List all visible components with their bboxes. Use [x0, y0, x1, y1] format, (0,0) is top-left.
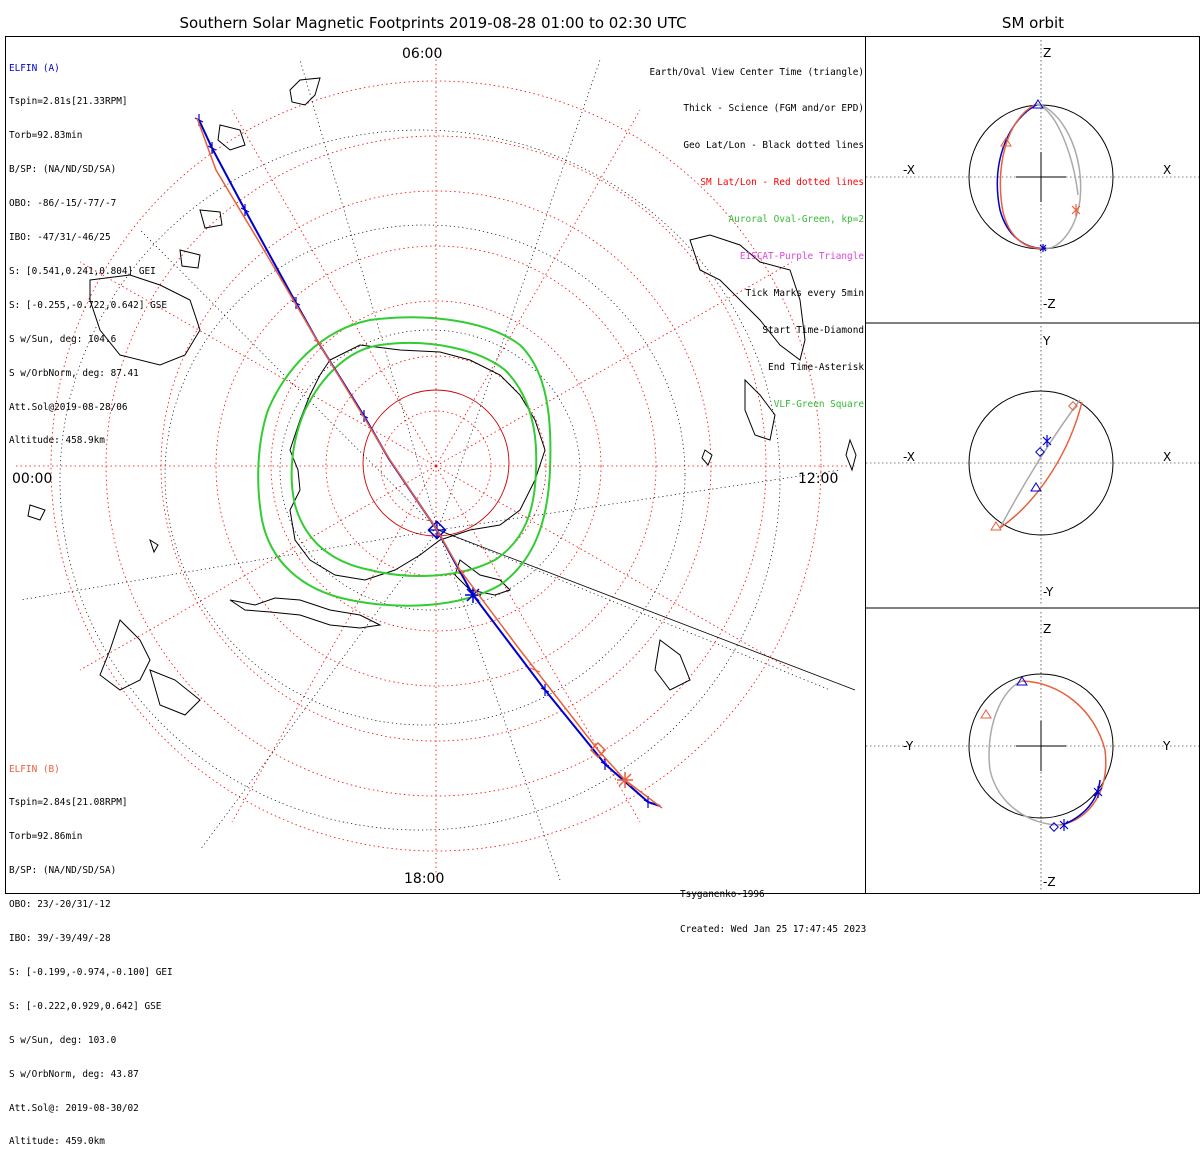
elfin-a-info: ELFIN (A) Tspin=2.81s[21.33RPM] Torb=92.… — [9, 40, 167, 458]
legend-item: Earth/Oval View Center Time (triangle) — [649, 66, 864, 78]
axis-label-top: Y — [1042, 334, 1051, 348]
elfin-b-line: B/SP: (NA/ND/SD/SA) — [9, 865, 117, 877]
orbit-panel-xz: Z -Z -X X — [866, 40, 1200, 320]
elfin-b-line: Torb=92.86min — [9, 831, 83, 843]
orbit-panel-yz: Z -Z -Y Y — [866, 612, 1200, 892]
axis-label-right: X — [1163, 163, 1171, 177]
orbit-panel-xy: Y -Y -X X — [866, 326, 1200, 605]
elfin-b-line: S w/Sun, deg: 103.0 — [9, 1034, 117, 1046]
auroral-oval-outer — [257, 316, 552, 607]
axis-label-left: -X — [903, 163, 915, 177]
elfin-b-end-asterisk — [617, 772, 633, 788]
axis-label-left: -X — [903, 450, 915, 464]
legend-item: Auroral Oval-Green, kp=2 — [728, 214, 864, 226]
axis-label-bottom: -Z — [1043, 875, 1056, 889]
legend-item: Tick Marks every 5min — [745, 287, 864, 299]
elfin-b-line: S: [-0.222,0.929,0.642] GSE — [9, 1000, 162, 1012]
sm-longitude-lines — [15, 50, 855, 880]
legend-item: Geo Lat/Lon - Black dotted lines — [683, 140, 864, 152]
elfin-a-line: OBO: -86/-15/-77/-7 — [9, 198, 117, 210]
elfin-b-line: OBO: 23/-20/31/-12 — [9, 899, 111, 911]
axis-label-left: -Y — [903, 739, 914, 753]
elfin-a-line: Torb=92.83min — [9, 130, 83, 142]
elfin-b-name: ELFIN (B) — [9, 763, 60, 775]
elfin-b-line: IBO: 39/-39/49/-28 — [9, 933, 111, 945]
auroral-oval-inner — [290, 342, 538, 577]
map-legend: Earth/Oval View Center Time (triangle) T… — [650, 42, 864, 423]
legend-item: End Time-Asterisk — [768, 361, 864, 373]
legend-item: SM Lat/Lon - Red dotted lines — [700, 177, 864, 189]
plot-title: Southern Solar Magnetic Footprints 2019-… — [179, 14, 687, 32]
axis-label-bottom: -Y — [1043, 585, 1054, 599]
elfin-b-tick — [313, 339, 541, 673]
legend-item: Thick - Science (FGM and/or EPD) — [683, 103, 864, 115]
elfin-a-line: Tspin=2.81s[21.33RPM] — [9, 96, 128, 108]
elfin-a-line: IBO: -47/31/-46/25 — [9, 232, 111, 244]
axis-label-top: Z — [1043, 622, 1051, 636]
time-label-top: 06:00 — [402, 46, 442, 62]
model-name: Tsyganenko-1996 — [680, 889, 765, 900]
time-label-left: 00:00 — [12, 471, 52, 487]
elfin-a-start-diamond — [427, 520, 447, 540]
elfin-b-line: Tspin=2.84s[21.08RPM] — [9, 797, 128, 809]
elfin-a-end-asterisk — [465, 587, 481, 603]
orbit-panels: Z -Z -X X Y -Y -X X Z -Z — [865, 40, 1200, 892]
orbit-title: SM orbit — [1001, 14, 1065, 32]
axis-label-right: Y — [1162, 739, 1171, 753]
axis-label-top: Z — [1043, 46, 1051, 60]
geo-grid-lines — [19, 59, 841, 881]
axis-label-right: X — [1163, 450, 1171, 464]
elfin-b-line: S w/OrbNorm, deg: 43.87 — [9, 1068, 139, 1080]
elfin-b-line: S: [-0.199,-0.974,-0.100] GEI — [9, 966, 173, 978]
legend-item: Start Time-Diamond — [762, 324, 864, 336]
elfin-b-track — [196, 117, 663, 809]
elfin-a-line: S w/OrbNorm, deg: 87.41 — [9, 367, 139, 379]
elfin-a-line: Altitude: 458.9km — [9, 435, 105, 447]
elfin-a-line: S w/Sun, deg: 104.6 — [9, 333, 117, 345]
axis-label-bottom: -Z — [1043, 297, 1056, 311]
elfin-b-line: Att.Sol@: 2019-08-30/02 — [9, 1102, 139, 1114]
legend-item: VLF-Green Square — [773, 398, 864, 410]
elfin-a-line: B/SP: (NA/ND/SD/SA) — [9, 164, 117, 176]
coastlines — [27, 77, 857, 716]
elfin-a-line: S: [0.541,0.241,0.804] GEI — [9, 265, 156, 277]
elfin-a-line: S: [-0.255,-0.722,0.642] GSE — [9, 299, 168, 311]
time-label-right: 12:00 — [798, 471, 838, 487]
elfin-b-start-diamond — [589, 741, 607, 759]
sm-pole-circle — [362, 389, 510, 537]
footprint-map: 06:00 00:00 12:00 18:00 — [12, 46, 857, 887]
time-label-bottom: 18:00 — [404, 871, 444, 887]
terminator-line — [437, 529, 856, 691]
legend-item: EISCAT-Purple Triangle — [739, 251, 864, 263]
elfin-a-line: Att.Sol@2019-08-28/06 — [9, 401, 128, 413]
elfin-a-name: ELFIN (A) — [9, 62, 60, 74]
created-timestamp: Created: Wed Jan 25 17:47:45 2023 — [680, 923, 867, 935]
elfin-b-line: Altitude: 459.0km — [9, 1136, 105, 1148]
